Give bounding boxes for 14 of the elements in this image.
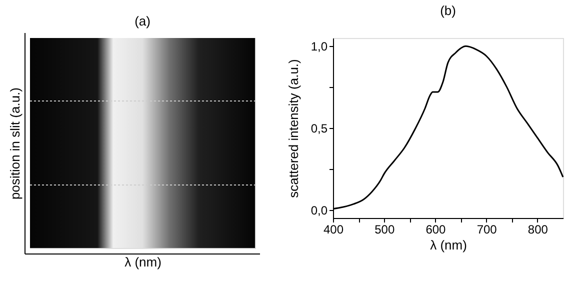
text: position in slit (a.u.) <box>8 88 22 200</box>
y-tick-label: 1,0 <box>310 40 328 54</box>
x-tick-label: 700 <box>476 222 498 236</box>
x-tick-label: 400 <box>323 222 344 236</box>
x-axis-title: λ (nm) <box>430 238 467 252</box>
text: λ (nm) <box>124 254 162 270</box>
text: (a) <box>134 14 150 28</box>
x-tick-label: 600 <box>426 222 446 236</box>
y-axis-title: scattered intensity (a.u.) <box>286 59 301 198</box>
y-tick-label: 0,5 <box>310 122 328 136</box>
y-tick-label: 0,0 <box>310 203 328 218</box>
x-tick-label: 800 <box>528 222 548 236</box>
chart-title: (b) <box>440 3 456 18</box>
x-tick-label: 500 <box>374 222 395 236</box>
